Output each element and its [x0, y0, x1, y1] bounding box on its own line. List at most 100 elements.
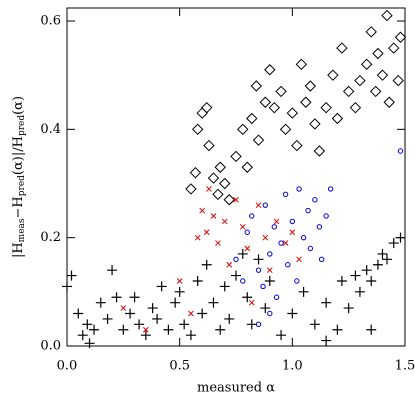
- point-diamond: [320, 101, 332, 114]
- point-circle: [312, 197, 318, 203]
- point-circle: [255, 321, 262, 328]
- point-plus: [321, 297, 332, 308]
- point-plus: [111, 292, 122, 303]
- point-plus: [107, 265, 118, 276]
- point-plus: [219, 281, 230, 292]
- point-circle: [267, 310, 273, 317]
- point-plus: [147, 303, 158, 314]
- point-cross: [226, 261, 233, 268]
- x-axis-label: measured α: [197, 381, 275, 396]
- point-diamond: [264, 64, 276, 76]
- point-plus: [156, 281, 167, 292]
- point-plus: [366, 276, 377, 286]
- point-circle: [307, 245, 314, 252]
- y-axis-label: |Hmeas−Hpred(α)|/Hpred(α): [11, 96, 27, 258]
- point-diamond: [214, 161, 226, 173]
- point-diamond: [250, 80, 262, 92]
- point-cross: [282, 240, 289, 246]
- x-tick-label: 0.5: [169, 359, 190, 374]
- point-plus: [201, 259, 212, 270]
- y-label-part: (α)|/H: [11, 136, 26, 175]
- point-diamond: [342, 85, 355, 98]
- y-label-part: |H: [11, 242, 26, 258]
- point-diamond: [212, 188, 224, 201]
- point-plus: [231, 270, 241, 281]
- point-plus: [95, 297, 106, 308]
- point-circle: [316, 224, 323, 230]
- point-diamond: [369, 85, 382, 98]
- point-diamond: [268, 101, 281, 114]
- point-plus: [237, 248, 248, 259]
- point-circle: [262, 202, 268, 208]
- point-plus: [381, 254, 392, 265]
- point-plus: [361, 265, 372, 276]
- point-plus: [343, 303, 354, 314]
- point-diamond: [252, 134, 265, 146]
- point-cross: [210, 213, 217, 219]
- point-plus: [377, 248, 388, 259]
- point-diamond: [279, 123, 292, 136]
- point-diamond: [196, 107, 208, 119]
- point-plus: [321, 335, 332, 346]
- point-circle: [305, 207, 311, 214]
- point-diamond: [381, 9, 393, 22]
- point-plus: [298, 286, 309, 297]
- point-plus: [354, 286, 365, 297]
- point-plus: [242, 292, 253, 303]
- point-diamond: [200, 101, 213, 114]
- point-plus: [332, 324, 343, 335]
- y-label-part: −H: [11, 196, 26, 218]
- point-circle: [249, 213, 255, 219]
- point-plus: [208, 297, 219, 308]
- point-plus: [179, 319, 190, 330]
- point-cross: [233, 196, 239, 203]
- point-diamond: [392, 74, 404, 87]
- point-diamond: [327, 69, 339, 81]
- point-diamond: [394, 31, 407, 43]
- point-circle: [267, 251, 273, 257]
- point-circle: [294, 278, 300, 284]
- point-diamond: [185, 183, 197, 195]
- point-diamond: [246, 112, 258, 125]
- point-cross: [199, 207, 206, 214]
- point-circle: [285, 262, 291, 268]
- point-circle: [278, 240, 284, 246]
- point-circle: [282, 191, 289, 198]
- point-diamond: [376, 69, 389, 81]
- point-plus: [366, 324, 377, 335]
- point-diamond: [354, 74, 366, 87]
- y-tick-label: 0.4: [40, 122, 61, 137]
- y-tick-label: 0.6: [40, 14, 61, 29]
- point-plus: [66, 270, 77, 281]
- point-diamond: [295, 58, 308, 71]
- point-plus: [140, 330, 151, 341]
- point-cross: [248, 299, 255, 306]
- point-circle: [233, 256, 239, 263]
- point-diamond: [365, 26, 377, 38]
- y-tick-label: 0.2: [40, 230, 61, 245]
- point-diamond: [372, 47, 384, 60]
- point-plus: [129, 292, 140, 303]
- point-circle: [327, 186, 334, 192]
- point-plus: [215, 324, 226, 335]
- point-plus: [84, 338, 95, 349]
- point-plus: [152, 313, 163, 324]
- point-plus: [89, 324, 100, 335]
- point-plus: [192, 276, 203, 286]
- point-circle: [289, 218, 296, 225]
- point-plus: [287, 308, 298, 319]
- point-cross: [206, 186, 212, 192]
- point-circle: [271, 224, 278, 230]
- x-tick-label: 1.0: [282, 359, 303, 374]
- point-diamond: [259, 96, 272, 108]
- point-plus: [350, 270, 361, 281]
- point-diamond: [383, 96, 395, 108]
- point-plus: [82, 319, 93, 330]
- point-circle: [255, 267, 262, 273]
- point-cross: [273, 218, 280, 225]
- point-plus: [264, 276, 275, 286]
- point-diamond: [313, 145, 326, 157]
- point-plus: [253, 254, 264, 265]
- y-label-sub: pred: [17, 115, 27, 136]
- point-plus: [197, 308, 208, 319]
